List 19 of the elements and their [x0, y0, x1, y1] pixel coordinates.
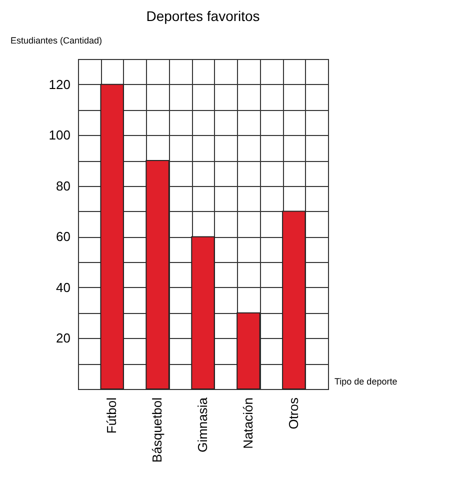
x-tick-label: Otros — [286, 397, 301, 430]
y-tick-label: 40 — [56, 280, 70, 295]
y-tick-label: 60 — [56, 229, 70, 244]
y-tick-label: 120 — [48, 76, 70, 92]
bar — [146, 160, 170, 390]
y-tick-label: 20 — [56, 330, 70, 346]
y-tick-label: 80 — [56, 178, 70, 194]
x-tick-label: Natación — [240, 398, 256, 449]
y-tick-label: 100 — [48, 128, 70, 143]
bar — [282, 210, 306, 390]
chart-title: Deportes favoritos — [146, 8, 260, 24]
bar — [236, 312, 260, 390]
bar — [191, 236, 215, 390]
x-tick-label: Básquetbol — [150, 397, 165, 463]
x-tick-label: Fútbol — [104, 397, 120, 434]
y-axis-title: Estudiantes (Cantidad) — [10, 36, 102, 46]
x-tick-label: Gimnasia — [195, 396, 210, 452]
bar — [100, 84, 124, 390]
x-axis-title: Tipo de deporte — [334, 376, 398, 386]
